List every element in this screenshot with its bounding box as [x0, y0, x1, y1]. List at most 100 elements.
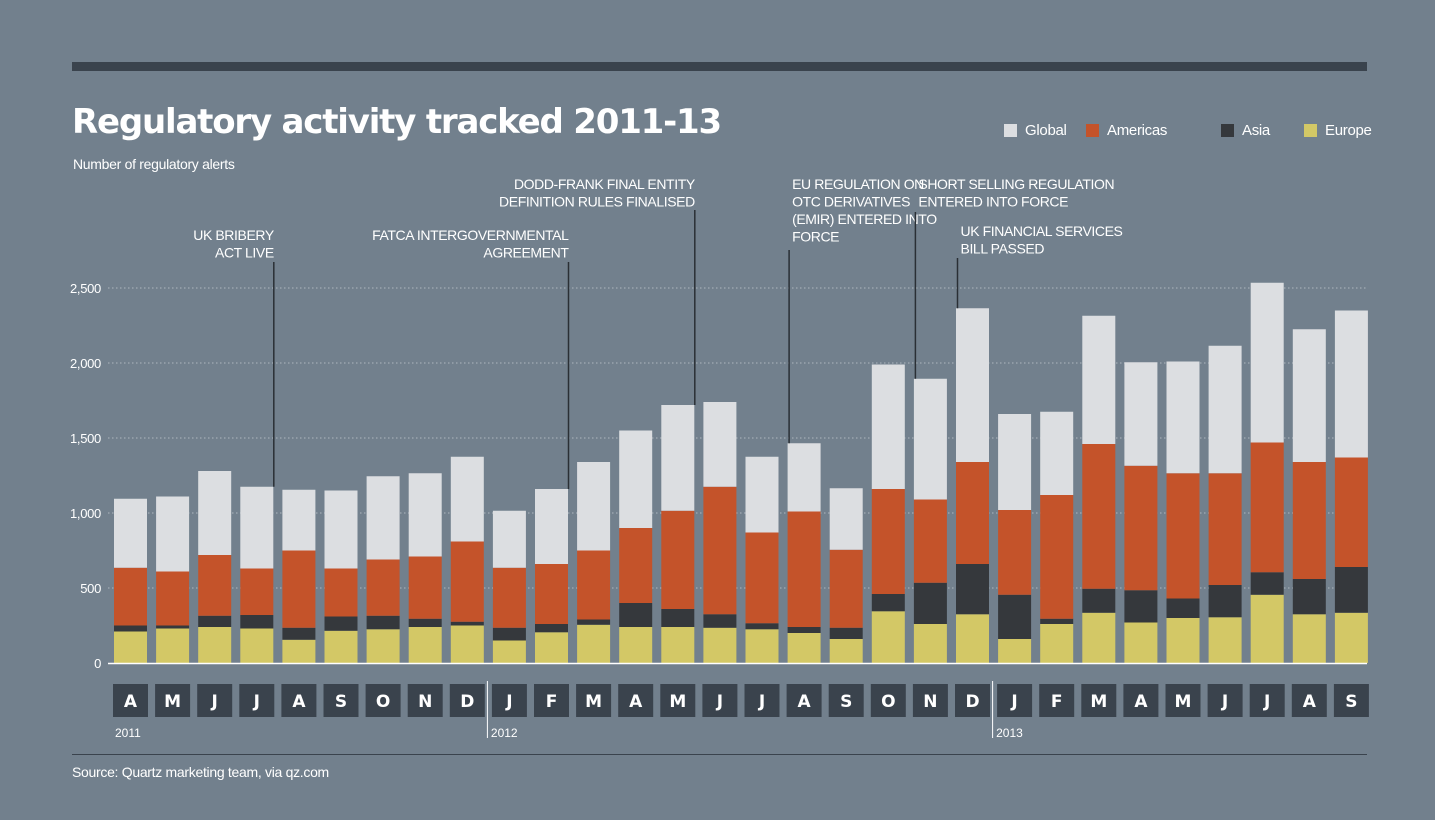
- month-box: [407, 684, 443, 717]
- bar-segment-americas: [198, 555, 232, 616]
- bar-segment-asia: [661, 609, 695, 627]
- bar-segment-asia: [703, 614, 737, 628]
- month-label: N: [923, 692, 937, 712]
- bar-segment-global: [913, 378, 947, 500]
- bar-segment-asia: [1334, 567, 1368, 613]
- bar-segment-asia: [913, 582, 947, 624]
- bar-segment-global: [577, 462, 611, 551]
- annotation-text: OTC DERIVATIVES: [792, 194, 910, 210]
- month-label: O: [376, 692, 390, 712]
- bar-segment-global: [282, 489, 316, 551]
- bar-segment-global: [408, 473, 442, 557]
- month-label: J: [1263, 692, 1270, 712]
- month-box: [1123, 684, 1159, 717]
- month-label: D: [965, 692, 979, 712]
- bar-segment-global: [787, 443, 821, 512]
- annotation-text: UK FINANCIAL SERVICES: [961, 223, 1123, 239]
- annotation-text: FORCE: [792, 229, 839, 245]
- bar-segment-americas: [1208, 473, 1242, 585]
- bar-segment-global: [366, 476, 400, 560]
- bar-segment-asia: [787, 627, 821, 633]
- bar-segment-global: [240, 486, 274, 569]
- month-box: [576, 684, 612, 717]
- bar-segment-asia: [1040, 618, 1074, 624]
- month-box: [239, 684, 275, 717]
- month-box: [323, 684, 359, 717]
- bar-segment-global: [703, 402, 737, 487]
- bar-segment-asia: [1082, 588, 1116, 613]
- month-box: [1081, 684, 1117, 717]
- month-label: J: [758, 692, 765, 712]
- legend-item-global: Global: [1004, 122, 1067, 139]
- bar-segment-americas: [1250, 442, 1284, 573]
- month-box: [870, 684, 906, 717]
- bar-segment-global: [198, 471, 232, 555]
- month-box: [155, 684, 191, 717]
- bar-segment-europe: [1040, 624, 1074, 663]
- bar-segment-europe: [577, 624, 611, 663]
- bar-segment-europe: [829, 639, 863, 663]
- bar-segment-europe: [703, 627, 737, 663]
- bar-segment-americas: [913, 499, 947, 583]
- month-box: [1249, 684, 1285, 717]
- bar-segment-global: [998, 414, 1032, 510]
- month-box: [491, 684, 527, 717]
- bar-segment-global: [1292, 329, 1326, 462]
- bar-segment-asia: [998, 594, 1032, 639]
- chart-title: Regulatory activity tracked 2011-13: [72, 102, 722, 142]
- bottom-rule: [72, 754, 1367, 755]
- bar-segment-europe: [745, 629, 779, 663]
- legend-label-americas: Americas: [1107, 122, 1168, 139]
- annotation-text: AGREEMENT: [483, 245, 569, 261]
- legend-item-europe: Europe: [1304, 122, 1372, 139]
- legend-item-asia: Asia: [1221, 122, 1270, 139]
- bar-segment-asia: [956, 564, 989, 615]
- legend-label-europe: Europe: [1325, 122, 1372, 139]
- month-box: [281, 684, 317, 717]
- bar-segment-global: [1124, 362, 1158, 466]
- bar-segment-global: [745, 456, 779, 533]
- bar-segment-global: [1040, 411, 1074, 495]
- bar-segment-global: [1250, 282, 1284, 443]
- month-label: M: [164, 692, 181, 712]
- annotation-text: FATCA INTERGOVERNMENTAL: [372, 227, 569, 243]
- bar-segment-americas: [787, 511, 821, 627]
- bar-segment-asia: [366, 615, 400, 630]
- bar-segment-europe: [198, 627, 232, 663]
- bar-segment-asia: [829, 627, 863, 639]
- bar-segment-europe: [450, 625, 484, 663]
- y-tick-label: 1,000: [70, 506, 101, 521]
- bar-segment-europe: [787, 633, 821, 663]
- month-box: [660, 684, 696, 717]
- annotation-text: EU REGULATION ON: [792, 176, 924, 192]
- bar-segment-global: [156, 496, 190, 572]
- y-tick-label: 2,500: [70, 281, 101, 296]
- month-label: A: [1303, 692, 1317, 712]
- bar-segment-americas: [619, 528, 653, 603]
- bar-segment-europe: [156, 628, 190, 663]
- bar-segment-europe: [114, 631, 147, 663]
- legend-swatch-europe: [1304, 124, 1317, 137]
- month-label: S: [1345, 692, 1357, 712]
- bar-segment-asia: [1124, 590, 1158, 623]
- y-tick-label: 0: [94, 656, 101, 671]
- bar-segment-americas: [871, 489, 905, 594]
- bar-segment-americas: [703, 486, 737, 615]
- y-tick-label: 500: [80, 581, 101, 596]
- month-label: S: [335, 692, 347, 712]
- bar-segment-europe: [661, 627, 695, 663]
- annotation-text: (EMIR) ENTERED INTO: [792, 211, 937, 227]
- bar-segment-europe: [956, 614, 989, 663]
- bar-segment-asia: [1292, 579, 1326, 615]
- month-label: M: [585, 692, 602, 712]
- annotation-text: UK BRIBERY: [193, 227, 275, 243]
- bar-segment-europe: [998, 639, 1032, 663]
- bar-segment-global: [661, 405, 695, 511]
- bar-segment-europe: [324, 630, 358, 663]
- month-label: O: [881, 692, 895, 712]
- month-label: M: [1175, 692, 1192, 712]
- month-box: [113, 684, 148, 717]
- bar-segment-asia: [1250, 572, 1284, 595]
- month-box: [1333, 684, 1369, 717]
